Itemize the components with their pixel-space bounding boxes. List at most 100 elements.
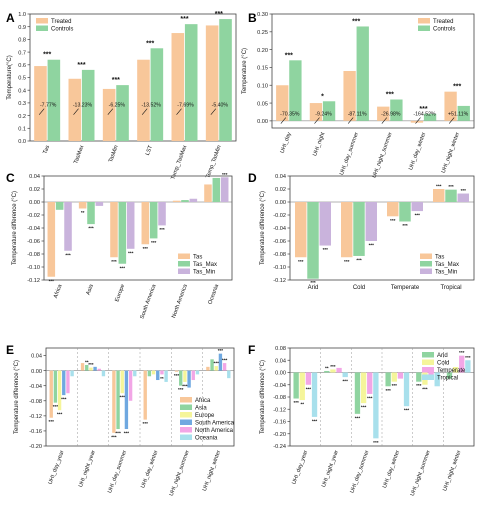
bar-tas_max (55, 202, 64, 210)
legend-label: Treated (51, 19, 71, 25)
bar-temperate (367, 372, 373, 394)
significance-label: *** (143, 246, 149, 251)
significance-label: *** (124, 431, 130, 436)
legend-swatch (178, 268, 190, 274)
significance-label: *** (88, 226, 94, 231)
x-tick-label: UHI_night_summer (410, 450, 432, 497)
legend-label: South America (195, 421, 235, 427)
significance-label: ** (160, 376, 164, 381)
annotation-arrow (347, 117, 354, 124)
bar-controls (184, 24, 198, 141)
y-tick-label: -0.04 (27, 226, 40, 232)
y-tick-label: -0.06 (273, 239, 286, 245)
x-tick-label: UHI_day_year (291, 450, 309, 486)
significance-label: *** (373, 440, 379, 445)
bar-africa (49, 370, 53, 418)
bar-oceania (195, 370, 200, 375)
bar-arid (324, 370, 330, 373)
bars (295, 189, 469, 279)
significance-labels: ****************************************… (293, 350, 470, 445)
legend-label: North America (195, 428, 234, 434)
y-tick-label: -0.08 (273, 395, 286, 401)
bar-oceania (70, 370, 74, 377)
bar-europe (57, 370, 62, 411)
significance-label: *** (436, 184, 442, 189)
bar-tas_min (64, 202, 72, 251)
bar-africa (80, 363, 85, 371)
y-tick-label: -0.16 (29, 429, 42, 435)
significance-label: * (321, 93, 324, 100)
x-tick-label: LST (145, 144, 154, 156)
x-tick-label: UHI_night_winter (442, 450, 462, 492)
bar-cold (391, 372, 397, 382)
legend-label: Arid (437, 353, 448, 359)
y-tick-label: 0.00 (275, 371, 286, 377)
bar-tas_min (95, 202, 104, 206)
x-tick-label: UHI_night_summer (169, 450, 191, 497)
significance-labels: ******************************** (49, 172, 228, 283)
percent-change-label: -164.52% (413, 112, 436, 118)
y-tick-label: -0.24 (273, 444, 286, 450)
significance-label: *** (355, 415, 361, 420)
legend-label: Africa (195, 398, 211, 404)
significance-label: *** (416, 383, 422, 388)
legend-swatch (422, 374, 434, 380)
x-tick-label: TasMax (73, 144, 85, 164)
bar-oceania (227, 370, 231, 379)
chart-panel-F: F 0.08 0.04 0.00 -0.04 -0.08 -0.12 -0.16 -0.20 -0… (248, 343, 475, 497)
y-tick-label: 0.02 (29, 187, 40, 193)
legend-swatch (180, 397, 192, 403)
legend-swatch (420, 261, 432, 267)
y-tick-label: 0.00 (29, 200, 40, 206)
annotation-arrow (73, 108, 79, 115)
significance-label: *** (369, 243, 375, 248)
legend-label: Asia (195, 406, 207, 412)
significance-label: *** (53, 404, 59, 409)
chart-panel-A: A 0.0 0.1 0.2 0.3 0.4 0.5 0.6 0.7 0.8 0.9 1.0 Temper… (6, 11, 237, 181)
significance-label: *** (182, 383, 188, 388)
bar-treated (34, 66, 47, 141)
y-tick-label: -0.08 (29, 399, 42, 405)
legend-swatch (180, 419, 192, 425)
significance-label: *** (330, 364, 336, 369)
panel-letter: D (248, 171, 257, 185)
significance-label: *** (174, 373, 180, 378)
y-tick-label: -0.10 (27, 265, 40, 271)
bars (47, 177, 229, 277)
significance-label: *** (215, 11, 223, 18)
significance-label: *** (310, 280, 316, 285)
significance-label: *** (293, 400, 299, 405)
x-tick-label: UHI_night (312, 131, 326, 157)
significance-label: *** (343, 379, 349, 384)
percent-change-label: -70.35% (280, 112, 300, 118)
x-tick-label: UHI_night_year (321, 450, 340, 489)
x-tick-label: UHI_day_winter (408, 132, 427, 172)
percent-change-label: -6.25% (109, 103, 126, 109)
y-tick-label: 0.9 (18, 25, 26, 31)
significance-label: *** (65, 252, 71, 257)
bar-europe (120, 370, 124, 394)
x-axis: UHI_day_year UHI_night_year UHI_day_summer… (48, 450, 223, 497)
annotation-arrow (448, 117, 455, 124)
significance-label: *** (392, 383, 398, 388)
x-tick-label: UHI_day_winter (140, 450, 159, 490)
bar-south-america (156, 370, 160, 381)
y-tick-label: 0.8 (18, 38, 26, 44)
y-tick-label: 0.5 (18, 76, 26, 82)
significance-label: *** (151, 240, 157, 245)
y-axis: 0.04 0.02 0.00 -0.02 -0.04 -0.06 -0.08 -0.10 -0.… (273, 174, 290, 284)
legend: Treated Controls (36, 18, 73, 33)
bar-north-america (66, 370, 70, 394)
y-axis: 0.00 0.05 0.10 0.15 0.20 0.25 0.30 (257, 12, 272, 125)
legend-label: Controls (51, 27, 73, 33)
bar-controls (289, 60, 302, 121)
y-tick-label: -0.04 (29, 384, 42, 390)
plot-frame (271, 13, 475, 129)
x-tick-label: North America (171, 283, 189, 319)
bar-asia (210, 359, 214, 371)
bar-controls (150, 48, 164, 141)
bar-tas (295, 202, 307, 258)
significance-label: *** (312, 418, 318, 423)
